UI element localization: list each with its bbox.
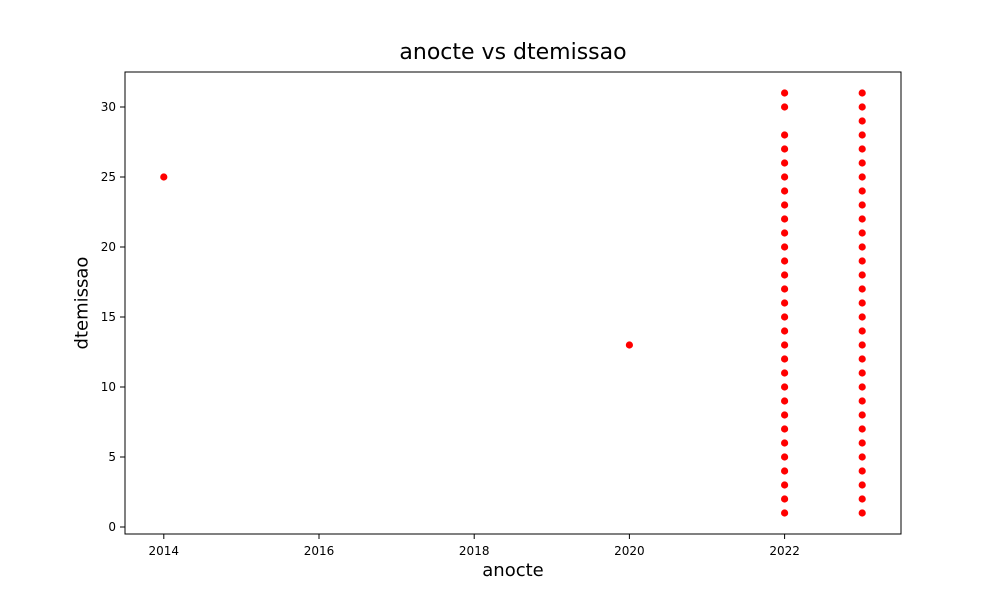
data-point [780, 368, 789, 378]
x-tick-label: 2022 [769, 544, 800, 558]
data-point [780, 354, 789, 364]
data-point [857, 410, 867, 420]
y-tick-label: 20 [101, 240, 116, 254]
data-point [857, 368, 867, 378]
data-point [780, 298, 789, 308]
data-point [857, 242, 867, 252]
data-point [780, 494, 789, 504]
data-point [780, 256, 789, 266]
data-point [780, 284, 789, 294]
data-point [857, 116, 867, 126]
data-point [857, 214, 867, 224]
data-point [857, 340, 867, 350]
data-point [857, 284, 867, 294]
data-point [780, 508, 789, 518]
data-point [857, 298, 867, 308]
data-point [857, 494, 867, 504]
data-point [780, 172, 789, 182]
data-point [857, 186, 867, 196]
data-point [625, 340, 634, 350]
x-tick-label: 2020 [614, 544, 645, 558]
x-tick-label: 2014 [149, 544, 180, 558]
data-point [780, 382, 789, 392]
data-point [857, 326, 867, 336]
y-tick-label: 25 [101, 170, 116, 184]
x-tick-label: 2018 [459, 544, 490, 558]
data-point [857, 228, 867, 238]
data-point [780, 466, 789, 476]
data-point [780, 200, 789, 210]
data-point [780, 438, 789, 448]
data-point [857, 438, 867, 448]
y-tick-label: 30 [101, 100, 116, 114]
y-tick-label: 5 [108, 450, 116, 464]
data-point [857, 312, 867, 322]
data-point [857, 480, 867, 490]
data-point [857, 452, 867, 462]
data-point [780, 144, 789, 154]
data-point [857, 158, 867, 168]
y-tick-label: 0 [108, 520, 116, 534]
data-point [857, 396, 867, 406]
data-point [780, 214, 789, 224]
data-point [780, 270, 789, 280]
data-point [159, 172, 169, 182]
data-point [857, 424, 867, 434]
data-point [780, 424, 789, 434]
data-point [857, 144, 867, 154]
y-axis-label: dtemissao [71, 256, 93, 350]
data-point [780, 452, 789, 462]
data-point [857, 354, 867, 364]
data-point [857, 256, 867, 266]
data-point [780, 158, 789, 168]
data-point [780, 396, 789, 406]
data-point [857, 88, 867, 98]
plot-frame [124, 71, 902, 535]
data-point [780, 480, 789, 490]
x-axis-label: anocte [482, 560, 544, 581]
y-tick-label: 15 [101, 310, 116, 324]
data-point [857, 466, 867, 476]
data-point [780, 242, 789, 252]
data-point [780, 130, 789, 140]
data-point [857, 102, 867, 112]
data-point [857, 508, 867, 518]
data-point [780, 102, 789, 112]
data-point [857, 200, 867, 210]
data-point [857, 130, 867, 140]
data-point [780, 410, 789, 420]
data-point [780, 228, 789, 238]
x-tick-label: 2016 [304, 544, 335, 558]
data-point [780, 312, 789, 322]
data-point [780, 326, 789, 336]
y-tick-label: 10 [101, 380, 116, 394]
data-point [780, 88, 789, 98]
data-point [780, 186, 789, 196]
chart-title: anocte vs dtemissao [399, 40, 627, 65]
data-point [857, 382, 867, 392]
data-point [857, 270, 867, 280]
data-point [780, 340, 789, 350]
data-point [857, 172, 867, 182]
